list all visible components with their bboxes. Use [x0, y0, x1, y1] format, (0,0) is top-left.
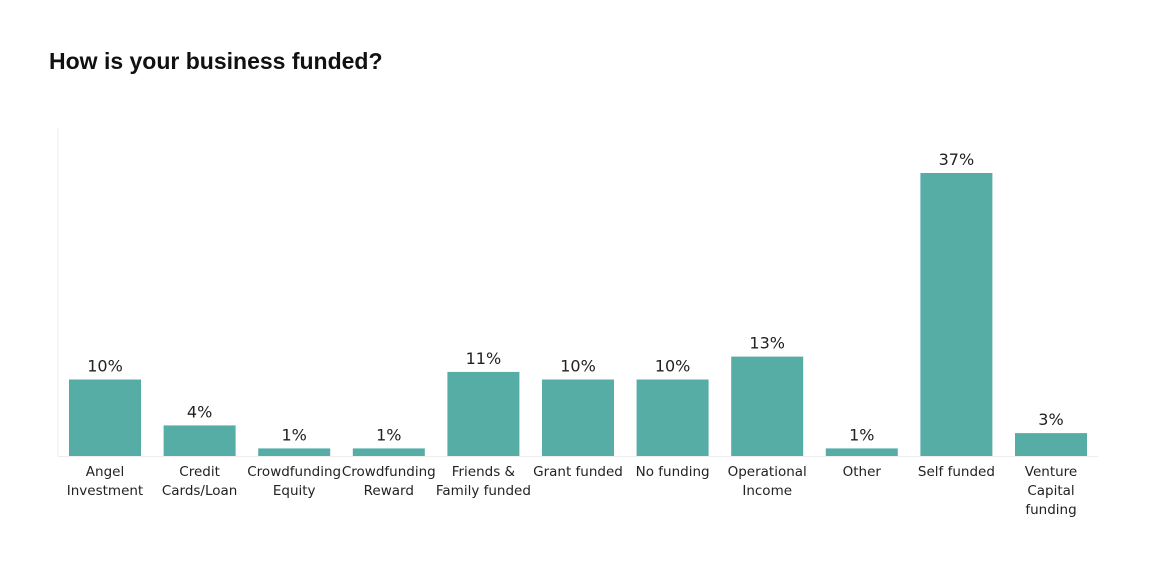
- data-label-8: 1%: [849, 425, 874, 444]
- bar-5: [542, 379, 614, 456]
- category-label-3: Crowdfunding Reward: [342, 464, 436, 499]
- data-label-7: 13%: [749, 334, 785, 353]
- data-label-3: 1%: [376, 425, 401, 444]
- category-label-4: Friends & Family funded: [436, 464, 531, 499]
- category-label-5: Grant funded: [533, 464, 623, 480]
- bars-group: [69, 173, 1087, 456]
- bar-2: [258, 448, 331, 456]
- bar-3: [352, 448, 425, 456]
- chart-title: How is your business funded?: [49, 48, 383, 74]
- bar-1: [163, 425, 236, 456]
- data-label-10: 3%: [1038, 410, 1063, 429]
- bar-4: [447, 371, 520, 456]
- category-label-2: Crowdfunding Equity: [247, 464, 341, 499]
- category-label-6: No funding: [636, 464, 710, 480]
- data-label-0: 10%: [87, 357, 123, 376]
- value-labels-group: 10% 4% 1% 1% 11% 10% 10% 13% 1% 37% 3%: [87, 150, 1063, 444]
- bar-10: [1015, 433, 1087, 456]
- category-label-8: Other: [843, 464, 882, 480]
- bar-8: [825, 448, 898, 456]
- category-labels-group: Angel Investment Credit Cards/Loan Crowdfund…: [67, 464, 1077, 518]
- category-label-10: Venture Capital funding: [1025, 464, 1077, 518]
- bar-0: [69, 379, 141, 456]
- data-label-4: 11%: [466, 349, 502, 368]
- category-label-9: Self funded: [918, 464, 995, 480]
- category-label-7: Operational Income: [728, 464, 807, 499]
- category-label-1: Credit Cards/Loan: [162, 464, 238, 499]
- bar-7: [731, 356, 804, 456]
- bar-6: [636, 379, 709, 456]
- data-label-2: 1%: [282, 425, 307, 444]
- category-label-0: Angel Investment: [67, 464, 143, 499]
- data-label-1: 4%: [187, 402, 212, 421]
- data-label-9: 37%: [939, 150, 975, 169]
- data-label-5: 10%: [560, 357, 596, 376]
- bar-9: [920, 173, 993, 456]
- data-label-6: 10%: [655, 357, 691, 376]
